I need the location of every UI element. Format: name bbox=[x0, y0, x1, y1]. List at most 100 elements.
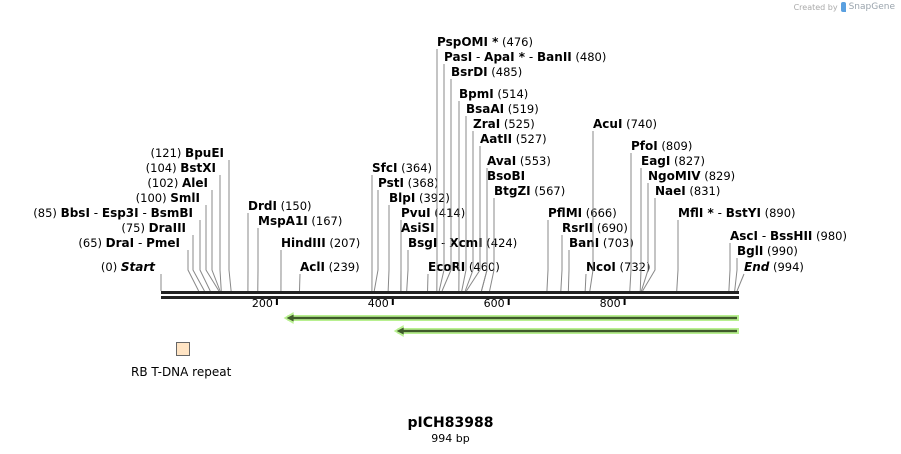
site-label: BlpI (392) bbox=[389, 191, 450, 205]
restriction-site[interactable]: BlpI (392) bbox=[387, 191, 450, 292]
site-label: (75) DraIII bbox=[121, 221, 186, 235]
restriction-sites: (0) Start (65) DraI - PmeI(75) DraIII(85)… bbox=[33, 35, 847, 292]
site-label: PfoI (809) bbox=[631, 139, 692, 153]
site-label: BpmI (514) bbox=[459, 87, 528, 101]
tick-mark bbox=[391, 299, 394, 305]
tick-mark bbox=[623, 299, 626, 305]
restriction-site[interactable]: AscI - BssHII (980) bbox=[728, 229, 847, 292]
site-label: BsaAI (519) bbox=[466, 102, 539, 116]
site-label: AcuI (740) bbox=[593, 117, 657, 131]
site-label: PvuI (414) bbox=[401, 206, 465, 220]
dna-backbone bbox=[161, 291, 739, 299]
restriction-site[interactable]: NgoMIV (829) bbox=[640, 169, 735, 292]
axis-ticks: 200 400 600 800 bbox=[252, 297, 626, 310]
site-label: PspOMI * (476) bbox=[437, 35, 533, 49]
snapgene-logo-icon bbox=[840, 2, 846, 12]
restriction-site[interactable]: (0) Start bbox=[101, 260, 162, 291]
tick-label: 400 bbox=[368, 297, 389, 310]
site-label: End (994) bbox=[744, 260, 804, 274]
site-label: (102) AleI bbox=[147, 176, 208, 190]
restriction-site[interactable]: BpmI (514) bbox=[458, 87, 528, 292]
site-label: BglI (990) bbox=[737, 244, 798, 258]
tick-label: 800 bbox=[600, 297, 621, 310]
restriction-site[interactable]: BtgZI (567) bbox=[489, 184, 566, 292]
restriction-site[interactable]: PflMI (666) bbox=[546, 206, 617, 292]
tick-mark bbox=[507, 299, 510, 305]
plasmid-name: pICH83988 bbox=[407, 415, 494, 431]
restriction-site[interactable]: (121) BpuEI bbox=[150, 146, 232, 292]
restriction-site[interactable]: AsiSI bbox=[400, 221, 435, 292]
restriction-site[interactable]: (100) SmlI bbox=[136, 191, 220, 292]
restriction-site[interactable]: BsaAI (519) bbox=[461, 102, 539, 292]
restriction-site[interactable]: BsoBI bbox=[480, 169, 525, 292]
site-label: SfcI (364) bbox=[372, 161, 432, 175]
restriction-site[interactable]: (75) DraIII bbox=[121, 221, 205, 292]
site-label: MspA1I (167) bbox=[258, 214, 342, 228]
restriction-site[interactable]: AcuI (740) bbox=[589, 117, 657, 292]
site-label: EagI (827) bbox=[641, 154, 705, 168]
tick-label: 600 bbox=[484, 297, 505, 310]
restriction-site[interactable]: NaeI (831) bbox=[642, 184, 721, 292]
site-label: AclI (239) bbox=[300, 260, 360, 274]
restriction-site[interactable]: PspOMI * (476) bbox=[436, 35, 533, 292]
site-label: BsgI - XcmI (424) bbox=[408, 236, 517, 250]
site-label: AvaI (553) bbox=[487, 154, 551, 168]
feature-arrow[interactable] bbox=[393, 325, 739, 337]
restriction-site[interactable]: EcoRI (460) bbox=[427, 260, 500, 292]
restriction-site[interactable]: HindIII (207) bbox=[280, 236, 360, 292]
restriction-site[interactable]: (104) BstXI bbox=[146, 161, 222, 292]
restriction-site[interactable]: MspA1I (167) bbox=[257, 214, 343, 292]
tick-mark bbox=[275, 299, 278, 305]
restriction-site[interactable]: MflI * - BstYI (890) bbox=[676, 206, 796, 292]
site-label: NaeI (831) bbox=[655, 184, 720, 198]
site-label: BanI (703) bbox=[569, 236, 634, 250]
restriction-site[interactable]: BsgI - XcmI (424) bbox=[406, 236, 518, 292]
site-label: PstI (368) bbox=[378, 176, 439, 190]
site-label: BsrDI (485) bbox=[451, 65, 522, 79]
site-label: AsiSI bbox=[401, 221, 435, 235]
site-label: (100) SmlI bbox=[136, 191, 200, 205]
site-label: EcoRI (460) bbox=[428, 260, 500, 274]
restriction-site[interactable]: AclI (239) bbox=[298, 260, 360, 292]
restriction-site[interactable]: BanI (703) bbox=[567, 236, 634, 292]
restriction-site[interactable]: End (994) bbox=[736, 260, 804, 292]
site-label: (65) DraI - PmeI bbox=[78, 236, 180, 250]
restriction-site[interactable]: BglI (990) bbox=[734, 244, 798, 292]
site-label: RsrII (690) bbox=[562, 221, 628, 235]
restriction-site[interactable]: (85) BbsI - Esp3I - BsmBI bbox=[33, 206, 211, 292]
features bbox=[283, 312, 739, 337]
plasmid-length: 994 bp bbox=[431, 432, 470, 445]
restriction-site[interactable]: PfoI (809) bbox=[629, 139, 693, 292]
site-label: BtgZI (567) bbox=[494, 184, 565, 198]
tick-label: 200 bbox=[252, 297, 273, 310]
restriction-site[interactable]: AatII (527) bbox=[465, 132, 547, 292]
restriction-site[interactable]: RsrII (690) bbox=[560, 221, 628, 292]
site-label: MflI * - BstYI (890) bbox=[678, 206, 796, 220]
site-label: PflMI (666) bbox=[548, 206, 617, 220]
site-label: AscI - BssHII (980) bbox=[730, 229, 847, 243]
legend-label: RB T-DNA repeat bbox=[131, 365, 232, 379]
site-label: (104) BstXI bbox=[146, 161, 216, 175]
site-label: ZraI (525) bbox=[473, 117, 535, 131]
site-label: DrdI (150) bbox=[248, 199, 312, 213]
site-label: AatII (527) bbox=[480, 132, 547, 146]
site-label: (121) BpuEI bbox=[150, 146, 224, 160]
restriction-site[interactable]: SfcI (364) bbox=[371, 161, 432, 292]
feature-arrow[interactable] bbox=[283, 312, 739, 324]
credit-prefix: Created by bbox=[793, 2, 838, 12]
legend-swatch bbox=[176, 342, 190, 356]
restriction-site[interactable]: EagI (827) bbox=[639, 154, 705, 292]
restriction-site[interactable]: DrdI (150) bbox=[247, 199, 312, 292]
site-label: PasI - ApaI * - BanII (480) bbox=[444, 50, 606, 64]
credit-brand: SnapGene bbox=[848, 2, 895, 12]
restriction-site[interactable]: (102) AleI bbox=[147, 176, 221, 292]
restriction-site[interactable]: BsrDI (485) bbox=[441, 65, 522, 292]
site-label: (0) Start bbox=[101, 260, 156, 274]
snapgene-credit: Created by SnapGene bbox=[794, 2, 895, 12]
restriction-site[interactable]: ZraI (525) bbox=[464, 117, 535, 292]
restriction-site[interactable]: PstI (368) bbox=[373, 176, 439, 292]
restriction-site[interactable]: (65) DraI - PmeI bbox=[78, 236, 200, 292]
site-label: NgoMIV (829) bbox=[648, 169, 735, 183]
restriction-site[interactable]: PasI - ApaI * - BanII (480) bbox=[438, 50, 606, 292]
